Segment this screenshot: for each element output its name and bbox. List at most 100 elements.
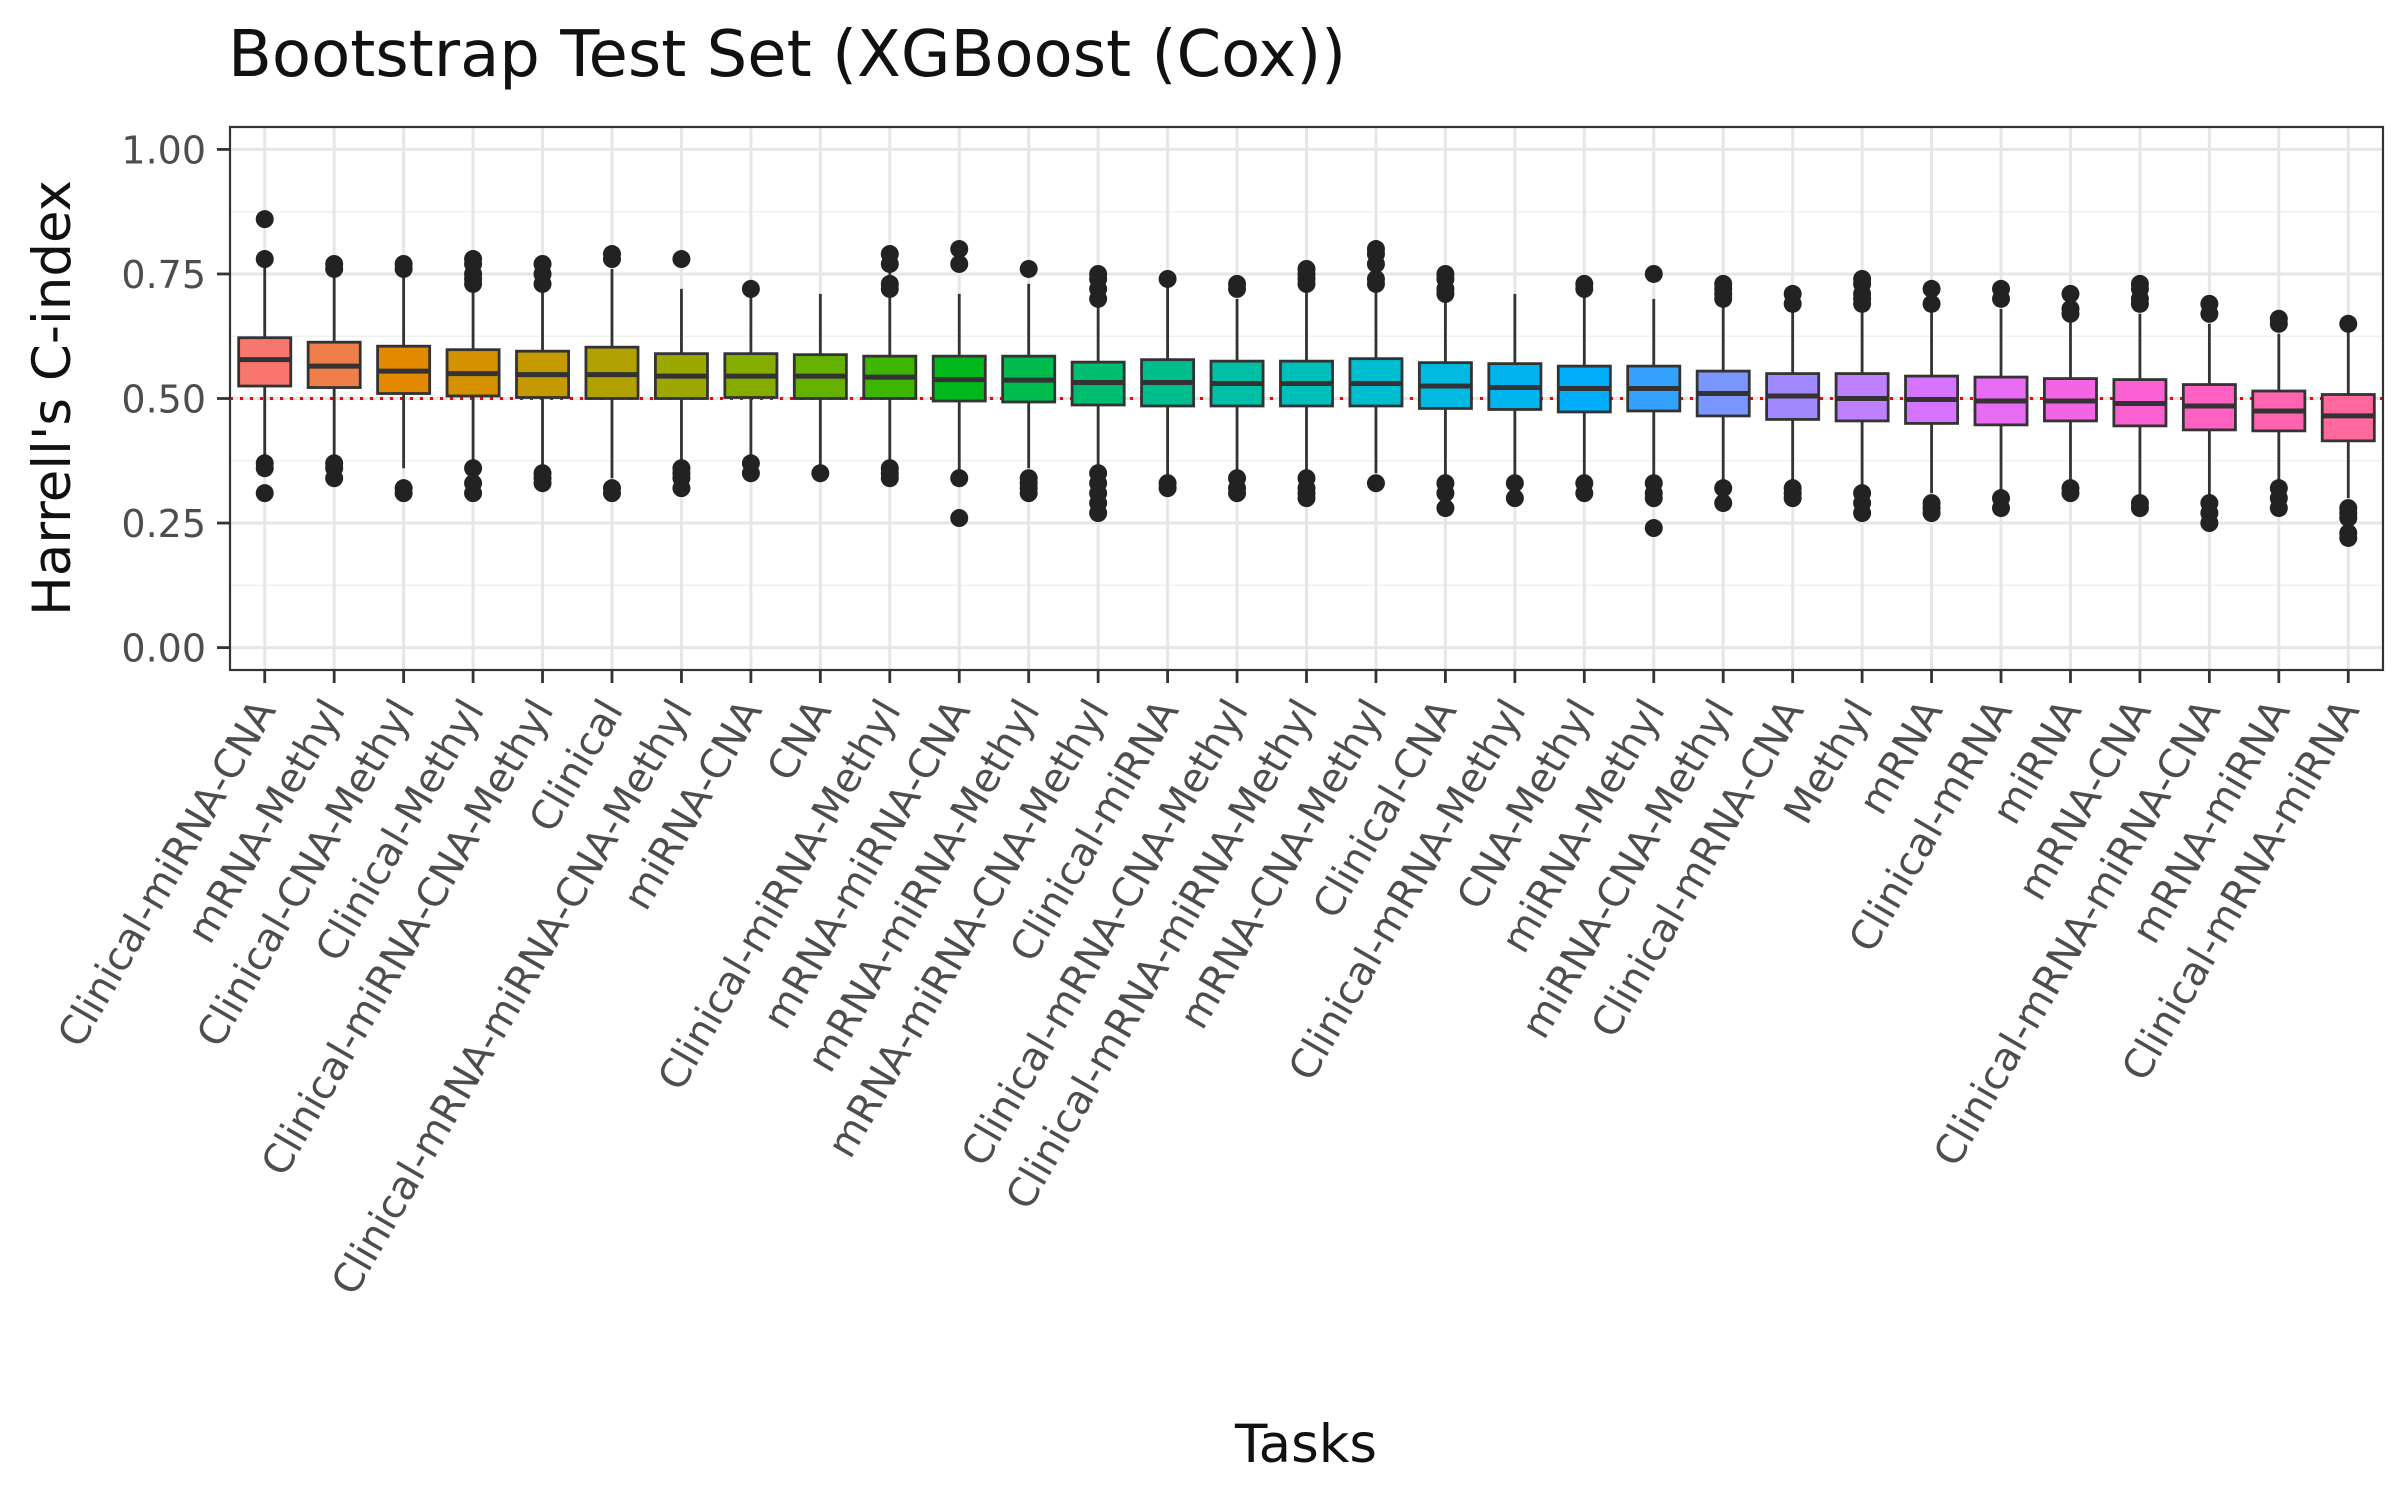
box-group xyxy=(1487,293,1543,508)
outlier-point xyxy=(2339,528,2358,547)
y-tick-label: 1.00 xyxy=(121,128,206,172)
outlier-point xyxy=(950,240,969,259)
outlier-point xyxy=(255,210,274,229)
outlier-point xyxy=(2130,499,2149,518)
box-group xyxy=(2320,314,2376,547)
outlier-point xyxy=(811,464,830,483)
outlier-point xyxy=(741,279,760,298)
outlier-point xyxy=(1714,494,1733,513)
outlier-point xyxy=(2130,294,2149,313)
outlier-point xyxy=(1228,279,1247,298)
box-group xyxy=(2112,274,2168,518)
outlier-point xyxy=(255,484,274,503)
box-group xyxy=(2043,284,2098,503)
outlier-point xyxy=(533,474,552,493)
y-tick-label: 0.75 xyxy=(121,253,206,297)
outlier-point xyxy=(602,484,621,503)
box-group xyxy=(792,293,848,483)
box-group xyxy=(1001,259,1057,503)
box-group xyxy=(653,250,709,498)
outlier-point xyxy=(464,484,483,503)
box-group xyxy=(445,250,501,503)
outlier-point xyxy=(255,459,274,478)
outlier-point xyxy=(1089,504,1108,523)
outlier-point xyxy=(1992,289,2011,308)
outlier-point xyxy=(1436,484,1455,503)
y-axis-title: Harrell's C-index xyxy=(22,180,83,616)
box-group xyxy=(237,210,293,503)
box-group xyxy=(2181,294,2237,533)
box-group xyxy=(1279,259,1334,508)
box-group xyxy=(306,254,362,488)
outlier-point xyxy=(741,464,760,483)
outlier-point xyxy=(1853,294,1872,313)
y-tick-label: 0.50 xyxy=(121,378,206,422)
outlier-point xyxy=(1922,294,1941,313)
x-axis-title: Tasks xyxy=(1234,1414,1377,1475)
outlier-point xyxy=(672,250,691,269)
outlier-point xyxy=(2339,314,2358,333)
box-group xyxy=(1140,269,1196,498)
outlier-point xyxy=(255,250,274,269)
outlier-point xyxy=(1297,489,1316,508)
outlier-point xyxy=(1922,279,1941,298)
outlier-point xyxy=(2200,304,2219,323)
outlier-point xyxy=(2200,514,2219,533)
outlier-point xyxy=(1019,259,1038,278)
outlier-point xyxy=(2061,304,2080,323)
outlier-point xyxy=(602,250,621,269)
outlier-point xyxy=(1992,499,2011,518)
outlier-point xyxy=(880,279,899,298)
outlier-point xyxy=(1158,269,1177,288)
x-axis: Clinical-miRNA-CNAmRNA-MethylClinical-CN… xyxy=(49,670,2369,1303)
box-group xyxy=(862,245,918,488)
outlier-point xyxy=(2061,484,2080,503)
outlier-point xyxy=(1089,289,1108,308)
box-group xyxy=(1834,269,1890,523)
box-group xyxy=(1695,274,1751,513)
outlier-point xyxy=(394,484,413,503)
box-group xyxy=(1348,240,1404,493)
outlier-point xyxy=(1297,274,1316,293)
box-group xyxy=(1070,264,1126,523)
outlier-point xyxy=(1158,479,1177,498)
box-group xyxy=(1209,274,1265,503)
box-group xyxy=(1626,264,1682,538)
outlier-point xyxy=(1366,274,1385,293)
box-group xyxy=(515,254,570,493)
outlier-point xyxy=(533,274,552,293)
y-tick-label: 0.00 xyxy=(121,627,206,671)
outlier-point xyxy=(2061,284,2080,303)
outlier-point xyxy=(1714,289,1733,308)
outlier-point xyxy=(1505,489,1524,508)
outlier-point xyxy=(1366,474,1385,493)
box-group xyxy=(1556,274,1612,503)
outlier-point xyxy=(1436,499,1455,518)
outlier-point xyxy=(880,254,899,273)
outlier-point xyxy=(1575,279,1594,298)
outlier-point xyxy=(1783,489,1802,508)
outlier-point xyxy=(1644,264,1663,283)
outlier-point xyxy=(325,469,344,488)
y-tick-label: 0.25 xyxy=(121,502,206,546)
outlier-point xyxy=(672,479,691,498)
outlier-point xyxy=(1505,474,1524,493)
box-group xyxy=(1904,279,1960,523)
box-group xyxy=(376,254,432,503)
outlier-point xyxy=(1922,504,1941,523)
outlier-point xyxy=(1853,504,1872,523)
outlier-point xyxy=(464,459,483,478)
outlier-point xyxy=(1436,284,1455,303)
box-group xyxy=(1417,264,1473,518)
y-axis: 0.00 0.25 0.50 0.75 1.00 xyxy=(121,128,230,671)
outlier-point xyxy=(394,259,413,278)
box-group xyxy=(2251,309,2307,518)
chart-title: Bootstrap Test Set (XGBoost (Cox)) xyxy=(228,18,1347,92)
outlier-point xyxy=(2269,499,2288,518)
outlier-point xyxy=(464,274,483,293)
outlier-point xyxy=(1783,294,1802,313)
outlier-point xyxy=(950,469,969,488)
box-group xyxy=(1765,284,1821,508)
outlier-point xyxy=(1644,519,1663,538)
outlier-point xyxy=(1019,484,1038,503)
